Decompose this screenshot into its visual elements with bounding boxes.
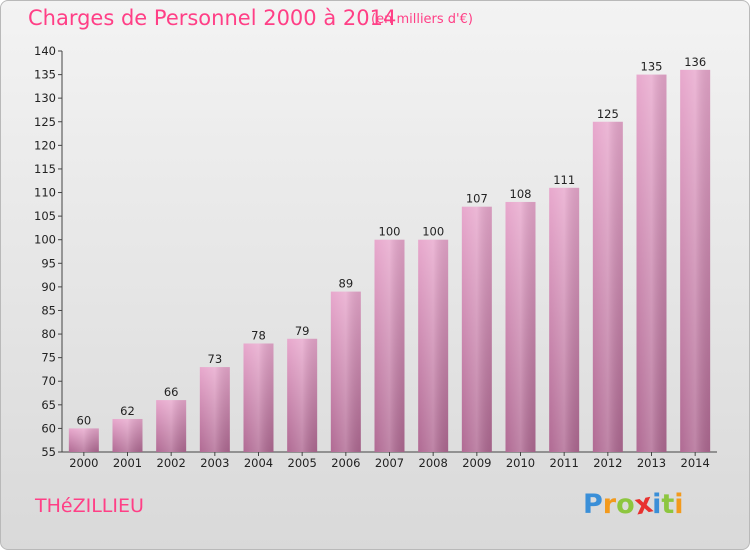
bar-shine-2005: [287, 338, 318, 452]
y-tick-label: 120: [34, 138, 56, 152]
bar-shine-2011: [549, 187, 580, 452]
x-tick-label-2005: 2005: [288, 456, 317, 470]
bar-value-label-2000: 60: [77, 413, 92, 427]
bar-shine-2001: [112, 418, 143, 452]
y-tick-label: 115: [34, 162, 56, 176]
chart-title: Charges de Personnel 2000 à 2014: [28, 6, 397, 30]
bar-shine-2013: [636, 74, 667, 453]
bar-value-label-2005: 79: [295, 324, 310, 338]
bar-shine-2003: [199, 367, 230, 452]
bar-value-label-2003: 73: [208, 352, 223, 366]
bar-shine-2007: [374, 239, 405, 452]
bars: [68, 69, 711, 453]
bar-value-label-2009: 107: [466, 192, 488, 206]
x-tick-label-2012: 2012: [593, 456, 622, 470]
bar-shine-2008: [418, 239, 449, 452]
bar-value-label-2001: 62: [120, 404, 135, 418]
x-tick-label-2001: 2001: [113, 456, 142, 470]
bar-value-label-2008: 100: [422, 225, 444, 239]
x-tick-label-2013: 2013: [637, 456, 666, 470]
bar-shine-2009: [461, 206, 492, 452]
bar-shine-2002: [156, 400, 187, 452]
bar-shine-2004: [243, 343, 274, 452]
bar-value-label-2006: 89: [339, 277, 354, 291]
y-tick-label: 140: [34, 44, 56, 58]
proxiti-letter: r: [602, 489, 617, 520]
axes: 55 60 65 70 75 80 85 90 95 100 105 110 115 120 125 130 1…: [34, 44, 717, 470]
y-tick-label: 70: [41, 374, 56, 388]
y-tick-label: 135: [34, 68, 56, 82]
bar-value-label-2014: 136: [684, 55, 706, 69]
y-tick-label: 100: [34, 233, 56, 247]
proxiti-letter: t: [661, 489, 675, 520]
bar-shine-2000: [68, 428, 99, 452]
y-tick-label: 65: [41, 398, 56, 412]
bar-value-label-2002: 66: [164, 385, 179, 399]
proxiti-letter: i: [674, 489, 684, 520]
bar-shine-2012: [592, 121, 623, 452]
x-tick-label-2014: 2014: [681, 456, 710, 470]
x-tick-label-2004: 2004: [244, 456, 273, 470]
x-tick-label-2000: 2000: [69, 456, 98, 470]
proxiti-letter: P: [583, 489, 603, 520]
proxiti-letter: o: [616, 489, 635, 520]
bar-value-label-2011: 111: [553, 173, 575, 187]
bar-value-label-2010: 108: [510, 187, 532, 201]
y-tick-label: 130: [34, 91, 56, 105]
proxiti-letter: i: [652, 489, 662, 520]
x-tick-label-2011: 2011: [550, 456, 579, 470]
y-tick-label: 55: [41, 445, 56, 459]
proxiti-logo: Proxiti: [583, 488, 684, 522]
y-tick-label: 95: [41, 256, 56, 270]
bar-value-label-2012: 125: [597, 107, 619, 121]
y-tick-label: 85: [41, 303, 56, 317]
bar-shine-2006: [330, 291, 361, 452]
y-tick-label: 110: [34, 186, 56, 200]
x-tick-label-2008: 2008: [419, 456, 448, 470]
x-tick-label-2010: 2010: [506, 456, 535, 470]
bar-shine-2014: [680, 69, 711, 452]
commune-name: THéZILLIEU: [35, 495, 144, 517]
bar-value-label-2007: 100: [379, 225, 401, 239]
y-tick-label: 125: [34, 115, 56, 129]
y-tick-label: 105: [34, 209, 56, 223]
chart-subtitle: (en milliers d'€): [371, 12, 473, 27]
bar-value-label-2013: 135: [641, 60, 663, 74]
y-tick-label: 60: [41, 421, 56, 435]
x-tick-label-2006: 2006: [331, 456, 360, 470]
x-tick-label-2009: 2009: [462, 456, 491, 470]
y-tick-label: 75: [41, 351, 56, 365]
bar-shine-2010: [505, 201, 536, 452]
bar-labels: 60 62 66 73 78 79 89 100 100 107 108 111 125 135 136: [77, 55, 707, 428]
y-tick-label: 90: [41, 280, 56, 294]
x-tick-label-2002: 2002: [157, 456, 186, 470]
x-tick-label-2003: 2003: [200, 456, 229, 470]
x-tick-label-2007: 2007: [375, 456, 404, 470]
bar-value-label-2004: 78: [251, 328, 266, 342]
y-tick-label: 80: [41, 327, 56, 341]
